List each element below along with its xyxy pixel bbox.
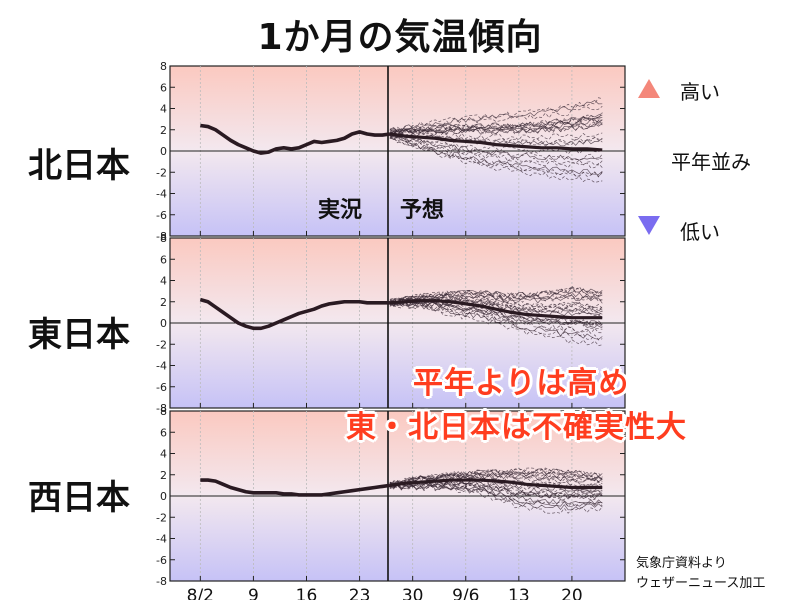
y-tick-label: -8 xyxy=(156,575,167,588)
ensemble-member-line xyxy=(389,476,603,491)
y-tick-label: -6 xyxy=(156,554,167,567)
y-tick-label: 8 xyxy=(160,232,167,245)
ensemble-member-line xyxy=(389,300,603,328)
y-tick-label: 4 xyxy=(160,448,167,461)
chart-panel: -8 -6 -4 -2 0 2 4 6 8 xyxy=(156,232,626,415)
x-tick-label: 16 xyxy=(296,586,318,600)
source-line-1: 気象庁資料より xyxy=(636,556,727,571)
ensemble-member-line xyxy=(389,119,603,136)
y-tick-label: 6 xyxy=(160,81,167,94)
y-tick-label: -4 xyxy=(156,533,167,546)
chart-panel: -8 -6 -4 -2 0 2 4 6 8 8/2 9 16 23 30 9/6 13 20 xyxy=(156,405,626,600)
y-tick-label: -4 xyxy=(156,360,167,373)
actual-label: 実況 xyxy=(318,198,363,223)
chart-panel: -8 -6 -4 -2 0 2 4 6 8 xyxy=(156,60,626,243)
observed-line xyxy=(200,478,391,497)
ensemble-member-line xyxy=(389,481,603,498)
legend-high: 高い xyxy=(680,80,720,104)
ensemble-member-line xyxy=(389,300,603,328)
ensemble-member-line xyxy=(389,117,603,134)
ensemble-member-line xyxy=(389,484,603,511)
ensemble-member-line xyxy=(389,137,603,178)
y-tick-label: 8 xyxy=(160,405,167,418)
ensemble-member-line xyxy=(389,288,603,304)
x-tick-label: 9 xyxy=(248,586,259,600)
observed-line xyxy=(200,123,391,155)
ensemble-member-line xyxy=(389,130,603,141)
arrow-down-icon xyxy=(638,216,660,235)
y-tick-label: 2 xyxy=(160,469,167,482)
y-tick-label: -8 xyxy=(156,402,167,415)
y-tick-label: -6 xyxy=(156,381,167,394)
ensemble-member-line xyxy=(389,136,603,161)
observed-line xyxy=(199,297,390,331)
y-tick-label: 2 xyxy=(160,296,167,309)
region-label-north: 北日本 xyxy=(28,146,130,186)
ensemble-member-line xyxy=(389,301,603,346)
y-tick-label: -2 xyxy=(156,166,167,179)
y-tick-label: 4 xyxy=(160,103,167,116)
ensemble-member-line xyxy=(389,123,603,136)
ensemble-member-line xyxy=(389,296,603,312)
y-tick-label: 0 xyxy=(160,145,167,158)
x-tick-label: 13 xyxy=(508,586,530,600)
ensemble-member-line xyxy=(389,473,603,484)
ensemble-mean-line xyxy=(389,299,603,320)
region-label-east: 東日本 xyxy=(28,315,130,355)
forecast-label: 予想 xyxy=(400,198,445,223)
y-tick-label: 6 xyxy=(160,426,167,439)
region-label-west: 西日本 xyxy=(28,478,130,518)
y-tick-label: 4 xyxy=(160,275,167,288)
x-tick-label: 30 xyxy=(402,586,424,600)
ensemble-member-line xyxy=(389,286,603,304)
ensemble-mean-line xyxy=(389,132,603,152)
ensemble-member-line xyxy=(389,136,603,169)
ensemble-member-line xyxy=(389,291,603,305)
ensemble-member-line xyxy=(389,483,603,507)
ensemble-member-line xyxy=(389,301,603,341)
legend-arrow xyxy=(638,79,660,235)
y-tick-label: -4 xyxy=(156,188,167,201)
ensemble-member-line xyxy=(389,134,603,166)
x-tick-label: 8/2 xyxy=(187,586,214,600)
ensemble-member-line xyxy=(389,471,603,487)
y-tick-label: 0 xyxy=(160,490,167,503)
ensemble-member-line xyxy=(389,134,603,183)
ensemble-member-line xyxy=(389,296,603,310)
ensemble-member-line xyxy=(389,134,603,177)
annotation-line-2: 東・北日本は不確実性大 xyxy=(346,410,687,445)
arrow-up-icon xyxy=(638,79,660,98)
ensemble-mean-line xyxy=(389,478,603,490)
y-tick-label: 6 xyxy=(160,253,167,266)
ensemble-member-line xyxy=(389,136,603,175)
annotation-line-1: 平年よりは高め xyxy=(413,366,630,401)
legend-normal: 平年並み xyxy=(671,150,751,174)
ensemble-member-line xyxy=(389,471,603,487)
y-tick-label: -6 xyxy=(156,209,167,222)
ensemble-member-line xyxy=(389,122,603,136)
ensemble-member-line xyxy=(389,298,603,315)
x-tick-label: 9/6 xyxy=(452,586,479,600)
ensemble-member-line xyxy=(389,99,603,132)
y-tick-label: 2 xyxy=(160,124,167,137)
y-tick-label: 8 xyxy=(160,60,167,73)
y-tick-label: -2 xyxy=(156,338,167,351)
ensemble-member-line xyxy=(389,484,603,514)
ensemble-member-line xyxy=(389,97,603,133)
y-tick-label: -8 xyxy=(156,230,167,243)
page-title: 1か月の気温傾向 xyxy=(257,17,543,58)
y-tick-label: -2 xyxy=(156,511,167,524)
x-tick-label: 23 xyxy=(349,586,371,600)
source-line-2: ウェザーニュース加工 xyxy=(636,576,766,591)
x-tick-label: 20 xyxy=(561,586,583,600)
y-tick-label: 0 xyxy=(160,317,167,330)
ensemble-member-line xyxy=(389,113,603,133)
ensemble-member-line xyxy=(389,302,603,340)
legend-low: 低い xyxy=(680,220,720,244)
